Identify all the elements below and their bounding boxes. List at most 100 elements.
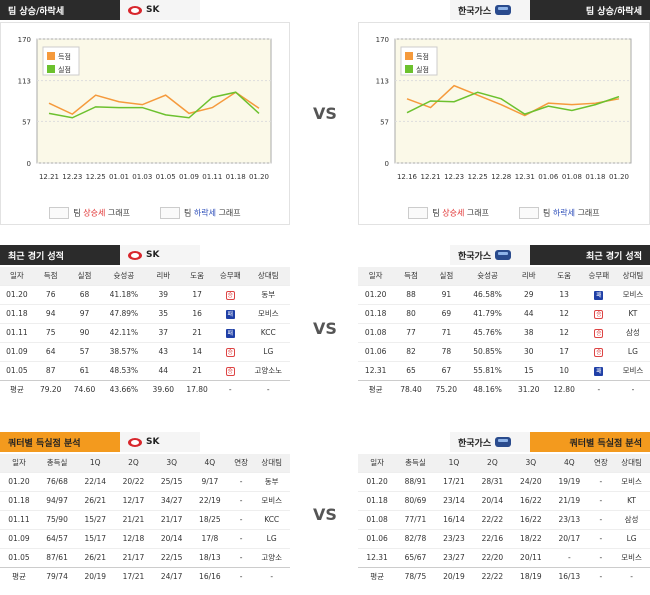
x-tick-label: 01.03 — [132, 173, 152, 181]
right-recent-team-tag: 한국가스 — [450, 245, 530, 265]
vs-label-2: VS — [313, 319, 337, 338]
table-row: 01.11 75/90 15/27 21/21 21/17 18/25- KCC — [0, 509, 290, 529]
legend-label: 실점 — [416, 65, 429, 74]
legend-label: 실점 — [58, 65, 71, 74]
x-tick-label: 01.05 — [156, 173, 176, 181]
left-quarter-team-tag: SK — [120, 432, 200, 452]
x-tick-label: 12.16 — [397, 173, 418, 181]
series-line-득점 — [406, 84, 620, 117]
left-recent-team-tag: SK — [120, 245, 200, 265]
x-tick-label: 01.18 — [585, 173, 605, 181]
vs-label-1: VS — [313, 104, 337, 123]
col-header: 4Q — [190, 454, 229, 472]
win-badge: 승 — [594, 309, 604, 319]
left-trend-title: 팀 상승/하락세 — [8, 6, 65, 17]
col-header: 4Q — [550, 454, 589, 472]
gas-logo-icon — [495, 250, 512, 260]
col-header: 리바 — [146, 267, 181, 285]
col-header: 도움 — [180, 267, 214, 285]
legend-swatch — [405, 65, 413, 73]
legend-swatch — [47, 65, 55, 73]
x-tick-label: 01.20 — [609, 173, 629, 181]
col-header: 슛성공 — [101, 267, 147, 285]
col-header: 총득실 — [37, 454, 77, 472]
col-header: 3Q — [152, 454, 191, 472]
x-tick-label: 12.25 — [468, 173, 488, 181]
average-row: 평균 78.40 75.20 48.16% 31.20 12.80- - — [358, 379, 650, 399]
table-row: 01.20 76/68 22/14 20/22 25/15 9/17- 동부 — [0, 471, 290, 491]
legend-label: 득점 — [416, 53, 429, 61]
win-badge: 승 — [594, 347, 604, 357]
y-tick-label: 0 — [27, 160, 31, 168]
left-team-name: SK — [146, 5, 160, 15]
col-header: 연장 — [228, 454, 254, 472]
col-header: 실점 — [428, 267, 465, 285]
table-row: 01.11 75 90 42.11% 37 21 패 KCC — [0, 322, 290, 342]
legend-down: 팀 하락세 그래프 — [160, 207, 241, 219]
right-quarter-table: 일자 총득실 1Q 2Q 3Q 4Q 연장 상대팀 01.20 88/91 17/21 28/31 24… — [358, 454, 650, 586]
loss-badge: 패 — [225, 309, 235, 319]
x-tick-label: 12.28 — [491, 173, 511, 181]
col-header: 일자 — [358, 454, 397, 472]
table-row: 01.08 77 71 45.76% 38 12 승 삼성 — [358, 322, 650, 342]
y-tick-label: 0 — [385, 160, 389, 168]
x-tick-label: 01.01 — [109, 173, 129, 181]
table-row: 12.31 65 67 55.81% 15 10 패 모비스 — [358, 360, 650, 380]
table-row: 01.05 87/61 26/21 21/17 22/15 18/13- 고양소 — [0, 547, 290, 567]
col-header: 도움 — [546, 267, 582, 285]
left-trend-panel: 170 113 57 0 12.21 12.23 12.25 01.01 01.03 01.05 0… — [0, 22, 290, 225]
legend-up: 팀 상승세 그래프 — [408, 207, 489, 219]
x-tick-label: 12.21 — [421, 173, 441, 181]
y-tick-label: 113 — [376, 78, 389, 86]
col-header: 실점 — [67, 267, 102, 285]
x-tick-label: 01.09 — [179, 173, 199, 181]
col-header: 1Q — [434, 454, 474, 472]
sk-logo-icon — [128, 437, 142, 447]
loss-badge: 패 — [225, 328, 235, 338]
col-header: 상대팀 — [613, 454, 650, 472]
col-header: 득점 — [393, 267, 429, 285]
left-chart-legend: 팀 상승세 그래프 팀 하락세 그래프 — [1, 200, 289, 226]
x-tick-label: 01.18 — [226, 173, 246, 181]
right-team-name: 한국가스 — [458, 6, 492, 17]
right-recent-table: 일자 득점 실점 슛성공 리바 도움 승무패 상대팀 01.20 88 91 46.58% 29 13 패 모… — [358, 267, 650, 399]
col-header: 상대팀 — [253, 454, 290, 472]
sk-logo-icon — [128, 5, 142, 15]
series-line-실점 — [48, 91, 260, 119]
win-badge: 승 — [225, 290, 235, 300]
col-header: 상대팀 — [246, 267, 290, 285]
x-tick-label: 12.25 — [86, 173, 106, 181]
legend-up: 팀 상승세 그래프 — [49, 207, 130, 219]
average-row: 평균 78/75 20/19 22/22 18/19 16/13- - — [358, 566, 650, 586]
average-row: 평균 79.20 74.60 43.66% 39.60 17.80- - — [0, 379, 290, 399]
col-header: 총득실 — [396, 454, 435, 472]
col-header: 상대팀 — [615, 267, 650, 285]
x-tick-label: 01.20 — [249, 173, 269, 181]
y-tick-label: 170 — [376, 36, 389, 44]
table-row: 01.09 64/57 15/17 12/18 20/14 17/8- LG — [0, 528, 290, 548]
col-header: 일자 — [358, 267, 394, 285]
table-row: 01.18 80/69 23/14 20/14 16/22 21/19- KT — [358, 490, 650, 510]
left-recent-table: 일자 득점 실점 슛성공 리바 도움 승무패 상대팀 01.20 76 68 41.18% 39 17 승 동… — [0, 267, 290, 399]
series-line-득점 — [48, 91, 260, 116]
win-badge: 승 — [225, 347, 235, 357]
left-quarter-table: 일자 총득실 1Q 2Q 3Q 4Q 연장 상대팀 01.20 76/68 22/14 20/22 25… — [0, 454, 290, 586]
table-row: 01.18 94 97 47.89% 35 16 패 모비스 — [0, 303, 290, 323]
legend-label: 득점 — [58, 53, 71, 61]
x-tick-label: 12.31 — [515, 173, 535, 181]
legend-down: 팀 하락세 그래프 — [519, 207, 600, 219]
vs-label-3: VS — [313, 505, 337, 524]
col-header: 슛성공 — [464, 267, 512, 285]
right-trend-panel: 170 113 57 0 12.16 12.21 12.23 12.25 12.28 12.31 0… — [358, 22, 650, 225]
y-tick-label: 170 — [18, 36, 31, 44]
col-header: 일자 — [0, 267, 34, 285]
table-row: 01.05 87 61 48.53% 44 21 승 고양소노 — [0, 360, 290, 380]
right-trend-title: 팀 상승/하락세 — [585, 6, 642, 17]
col-header: 2Q — [114, 454, 153, 472]
table-row: 01.08 77/71 16/14 22/22 16/22 23/13- 삼성 — [358, 509, 650, 529]
legend-swatch — [47, 52, 55, 60]
x-tick-label: 01.08 — [562, 173, 582, 181]
